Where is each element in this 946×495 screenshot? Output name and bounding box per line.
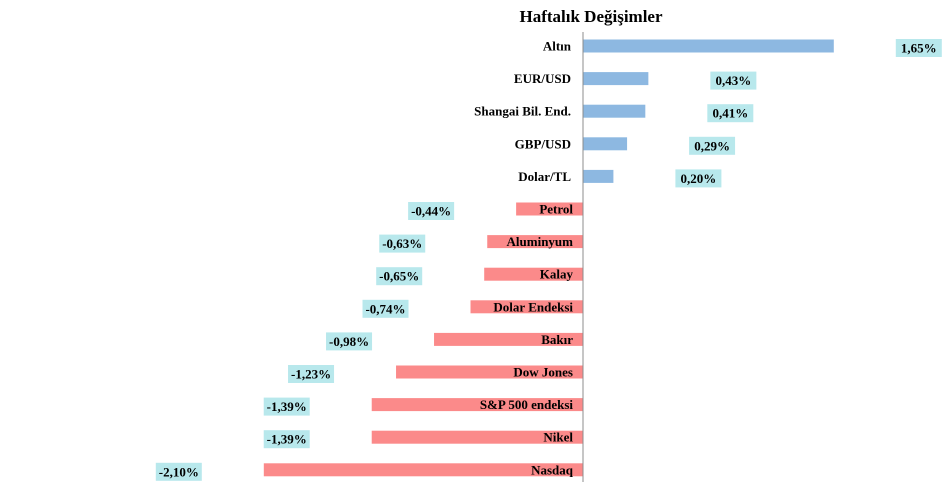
value-label: -1,39% [267,399,307,414]
value-label: -0,63% [382,236,422,251]
bar [583,39,834,53]
chart-title: Haftalık Değişimler [519,7,663,26]
value-label-box [675,169,722,188]
bar [484,267,583,281]
value-label-box [707,104,754,123]
value-label-box [689,136,736,155]
value-label: -0,98% [329,334,369,349]
value-label: -1,39% [267,432,307,447]
value-label: -0,74% [365,301,405,316]
category-label: Petrol [539,202,573,217]
category-label: Altın [543,39,572,54]
category-label: Aluminyum [507,234,574,249]
bar [583,72,649,86]
value-label-box [326,332,373,351]
category-label: Kalay [540,267,574,282]
value-label-box [895,39,942,57]
bar [470,300,583,314]
value-labels: 1,65% 0,43% 0,41% 0,29% 0,20% -0,44% -0,63% -0,… [155,39,942,481]
bar [516,202,583,216]
value-label: 0,41% [712,106,748,121]
value-label-box [288,365,335,383]
value-label: 0,29% [694,138,730,153]
category-label: Bakır [541,332,573,347]
category-label: EUR/USD [514,71,571,86]
value-label-box [263,397,310,416]
value-label-box [376,267,423,286]
value-label-box [408,202,455,220]
bar [487,235,583,249]
bar-series [263,39,834,477]
value-label: -0,44% [411,204,451,219]
category-label: Dow Jones [513,365,573,380]
category-label: Shangai Bil. End. [474,104,571,119]
value-label: -2,10% [159,464,199,479]
bar [263,463,583,477]
category-label: Dolar/TL [518,169,571,184]
value-label: 0,20% [681,171,717,186]
value-label-box [379,234,426,253]
category-label: Nasdaq [531,462,574,477]
value-label-box [155,462,202,481]
category-labels: Altın EUR/USD Shangai Bil. End. GBP/USD Dola… [474,39,574,478]
value-label-box [263,430,310,449]
bar [583,169,614,183]
category-label: GBP/USD [515,136,571,151]
bar [583,137,628,151]
bar [396,365,583,379]
category-label: S&P 500 endeksi [480,397,574,412]
category-label: Nikel [543,430,573,445]
bar [583,104,646,118]
bar [371,398,583,412]
category-label: Dolar Endeksi [493,299,573,314]
value-label-box [710,71,757,90]
value-label: 0,43% [715,73,751,88]
value-label: -1,23% [291,367,331,382]
value-label-box [362,299,409,318]
value-label: 1,65% [901,41,937,56]
bar [371,430,583,444]
value-label: -0,65% [379,269,419,284]
bar [434,332,583,346]
